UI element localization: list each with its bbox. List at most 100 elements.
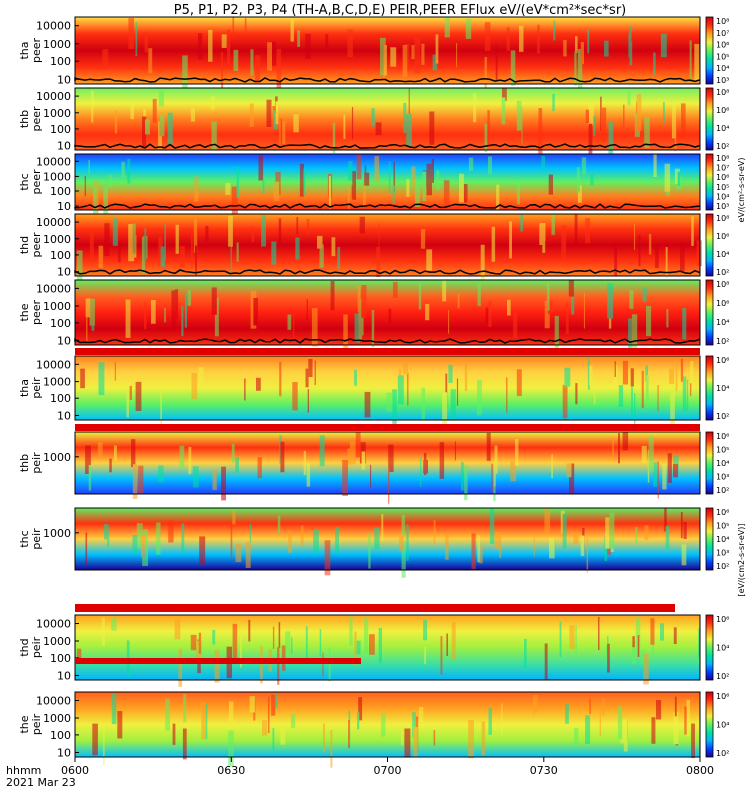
x-tick-label: 0700 xyxy=(374,764,402,777)
y-tick-label: 10000 xyxy=(36,695,71,708)
colorbar xyxy=(705,614,714,681)
y-tick-label: 100 xyxy=(50,55,71,68)
mode-bar xyxy=(75,424,700,431)
colorbar-tick-label: 10⁶ xyxy=(716,356,729,365)
colorbar-tick-label: 10⁵ xyxy=(716,52,729,61)
y-tick-label: 10000 xyxy=(36,20,71,33)
y-tick-label: 1000 xyxy=(43,712,71,725)
x-tick-label: 0600 xyxy=(61,764,89,777)
y-tick-label: 1000 xyxy=(43,451,71,464)
panel-thd-peir: thd peir 10000 1000 100 10 10⁶ 10⁴ 10² xyxy=(18,614,729,687)
spectrogram-texture xyxy=(85,508,687,578)
time-axis: 0600 0630 0700 0730 0800 xyxy=(61,757,714,777)
spectrogram-image xyxy=(75,692,700,757)
panel-frame xyxy=(74,431,701,495)
colorbar-tick-label: 10⁶ xyxy=(716,232,729,241)
spectrogram-image xyxy=(75,88,700,150)
spectrogram-image xyxy=(75,154,700,210)
colorbar-tick-label: 10⁴ xyxy=(716,318,729,327)
colorbar-unit-ion: [eV/(cm2-s-sr-eV)] xyxy=(737,523,746,596)
y-tick-label: 100 xyxy=(50,729,71,742)
panel-stack: tha peer1000010001001010⁸10⁷10⁶10⁵10⁴10³t… xyxy=(18,16,746,768)
panel-product-label: peer xyxy=(30,106,43,132)
panel-product-label: peir xyxy=(30,636,43,658)
y-tick-label: 10 xyxy=(57,200,71,213)
panel-thc-peir: thc peir 1000 10⁶ 10⁵ 10⁴ 10³ 10² xyxy=(18,507,729,578)
panel-probe-label: tha xyxy=(18,41,31,59)
y-tick-label: 10 xyxy=(57,334,71,347)
panel-tha-peir: tha peir 10000 1000 100 10 10⁶ 10⁴ 10² xyxy=(18,355,729,432)
colorbar-tick-label: 10² xyxy=(716,672,729,681)
y-tick-label: 100 xyxy=(50,185,71,198)
y-tick-label: 1000 xyxy=(43,376,71,389)
spectrogram-image xyxy=(75,280,700,345)
y-tick-label: 10 xyxy=(57,410,71,423)
panel-product-label: peer xyxy=(30,38,43,64)
panel-frame xyxy=(74,87,701,151)
panel-probe-label: thd xyxy=(18,638,31,656)
panel-thb-peir: thb peir 1000 10⁶ 10⁵ 10⁴ 10³ 10² xyxy=(18,431,729,504)
panel-probe-label: thd xyxy=(18,236,31,254)
colorbar-tick-label: 10⁴ xyxy=(716,192,729,201)
spectrogram-texture xyxy=(102,17,700,89)
panel-frame xyxy=(74,213,701,277)
mode-bar xyxy=(75,348,700,355)
panel-probe-label: thb xyxy=(18,454,31,472)
colorbar-tick-label: 10³ xyxy=(716,202,729,211)
colorbar-unit-electron: eV/(cm²-s-sr-eV) xyxy=(737,158,746,223)
y-tick-label: 10 xyxy=(57,747,71,760)
potential-line xyxy=(74,203,701,209)
colorbar-tick-label: 10² xyxy=(716,337,729,346)
colorbar xyxy=(705,355,714,421)
colorbar-tick-label: 10⁵ xyxy=(716,446,729,455)
panel-frame xyxy=(74,153,701,211)
y-tick-label: 10 xyxy=(57,670,71,683)
date-label: 2021 Mar 23 xyxy=(6,776,76,789)
colorbar xyxy=(705,279,714,346)
potential-line xyxy=(74,143,701,149)
panel-tha-peer: tha peer 10000 1000 100 10 10⁸ 10⁷ 10⁶ 10⁵ 10⁴ 10³ xyxy=(18,16,729,89)
panel-frame xyxy=(74,279,701,346)
colorbar xyxy=(705,213,714,277)
spectrogram-texture xyxy=(91,88,686,161)
colorbar-tick-label: 10³ xyxy=(716,76,729,85)
y-tick-label: 1000 xyxy=(43,300,71,313)
colorbar-tick-label: 10⁵ xyxy=(716,183,729,192)
colorbar-tick-label: 10⁸ xyxy=(716,88,729,97)
potential-line xyxy=(74,77,701,83)
colorbar xyxy=(705,153,714,211)
y-tick-label: 100 xyxy=(50,123,71,136)
colorbar-tick-label: 10⁸ xyxy=(716,154,729,163)
spectrogram-image xyxy=(75,508,700,570)
y-tick-label: 100 xyxy=(50,392,71,405)
panel-frame xyxy=(74,614,701,681)
panel-probe-label: tha xyxy=(18,379,31,397)
colorbar-tick-label: 10⁸ xyxy=(716,280,729,289)
colorbar-tick-label: 10⁴ xyxy=(716,64,729,73)
panel-product-label: peer xyxy=(30,232,43,258)
colorbar-tick-label: 10⁴ xyxy=(716,535,729,544)
colorbar-tick-label: 10⁶ xyxy=(716,106,729,115)
colorbar-tick-label: 10⁶ xyxy=(716,173,729,182)
colorbar-tick-label: 10³ xyxy=(716,549,729,558)
colorbar-tick-label: 10⁴ xyxy=(716,124,729,133)
colorbar-tick-label: 10⁶ xyxy=(716,299,729,308)
colorbar-tick-label: 10³ xyxy=(716,473,729,482)
colorbar-tick-label: 10² xyxy=(716,142,729,151)
spectrogram-texture xyxy=(84,154,682,220)
y-tick-label: 1000 xyxy=(43,38,71,51)
panel-product-label: peir xyxy=(30,452,43,474)
spectrogram-texture xyxy=(80,358,694,432)
y-tick-label: 10000 xyxy=(36,282,71,295)
y-tick-label: 10 xyxy=(57,73,71,86)
y-tick-label: 1000 xyxy=(43,527,71,540)
spectrogram-image xyxy=(75,17,700,84)
spectrogram-image xyxy=(75,432,700,494)
y-tick-label: 10000 xyxy=(36,618,71,631)
colorbar-tick-label: 10² xyxy=(716,268,729,277)
y-tick-label: 100 xyxy=(50,249,71,262)
colorbar-tick-label: 10⁴ xyxy=(716,384,729,393)
colorbar-tick-label: 10⁸ xyxy=(716,214,729,223)
